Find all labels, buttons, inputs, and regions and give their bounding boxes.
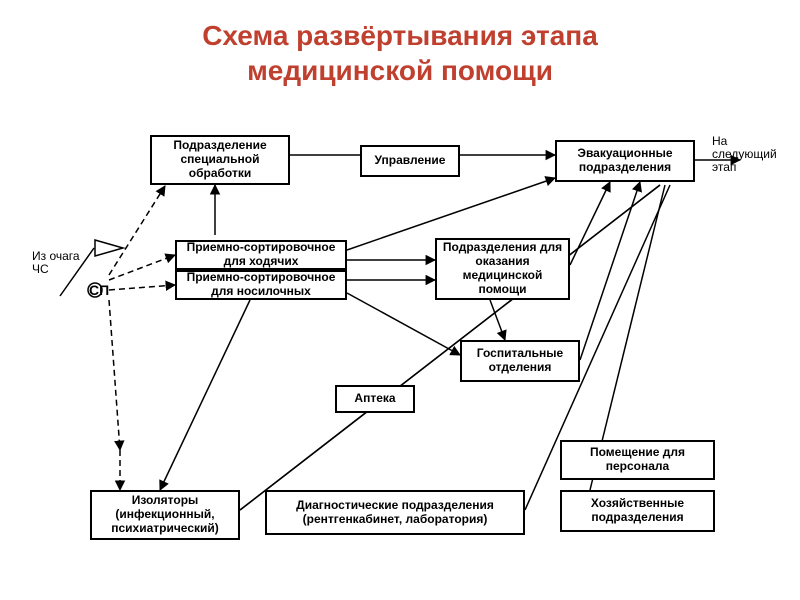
node-medical-care: Подразделения для оказания медицинской п… <box>435 238 570 300</box>
node-isolators: Изоляторы (инфекционный, психиатрический… <box>90 490 240 540</box>
title-line1: Схема развёртывания этапа <box>0 20 800 52</box>
label-next-stage: На следующий этап <box>712 135 790 175</box>
node-staff-room: Помещение для персонала <box>560 440 715 480</box>
node-utility: Хозяйственные подразделения <box>560 490 715 532</box>
label-sp: СП <box>89 283 109 298</box>
node-pharmacy: Аптека <box>335 385 415 413</box>
label-from-source: Из очага ЧС <box>32 250 92 276</box>
node-diagnostics: Диагностические подразделения (рентгенка… <box>265 490 525 535</box>
node-special-processing: Подразделение специальной обработки <box>150 135 290 185</box>
node-reception-walking: Приемно-сортировочное для ходячих <box>175 240 347 270</box>
title-line2: медицинской помощи <box>0 55 800 87</box>
node-reception-stretcher: Приемно-сортировочное для носилочных <box>175 270 347 300</box>
node-management: Управление <box>360 145 460 177</box>
node-evacuation: Эвакуационные подразделения <box>555 140 695 182</box>
sp-flag-icon <box>95 240 123 256</box>
node-hospital: Госпитальные отделения <box>460 340 580 382</box>
